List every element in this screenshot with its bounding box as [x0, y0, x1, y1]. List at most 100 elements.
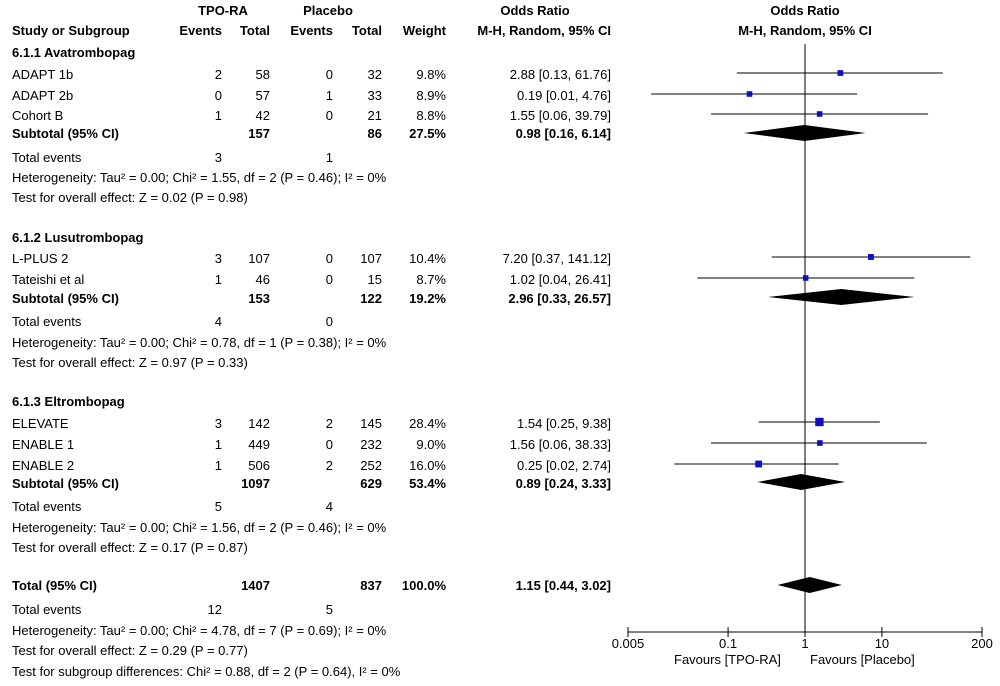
events1: 2: [214, 67, 222, 82]
total1: 46: [255, 272, 270, 287]
subtotal-label: Subtotal (95% CI): [12, 476, 119, 491]
odds-ratio-ci: 1.54 [0.25, 9.38]: [517, 416, 611, 431]
total1: 449: [248, 437, 270, 452]
total-total1: 1407: [241, 578, 270, 593]
subtotal-weight: 53.4%: [409, 476, 446, 491]
study-point-marker: [817, 440, 823, 446]
total2: 107: [360, 251, 382, 266]
heterogeneity-text: Heterogeneity: Tau² = 0.00; Chi² = 1.56,…: [12, 520, 387, 535]
x-tick-label: 0.1: [719, 636, 737, 651]
favours-left-label: Favours [TPO-RA]: [674, 652, 781, 667]
study-name: ADAPT 1b: [12, 67, 74, 82]
or-method-header: M-H, Random, 95% CI: [477, 23, 611, 38]
total-events2: 5: [325, 602, 333, 617]
events2: 0: [325, 437, 333, 452]
group2-header: Placebo: [303, 3, 353, 18]
subtotal-weight: 27.5%: [409, 126, 446, 141]
subtotal-total2: 122: [360, 291, 382, 306]
total-events1: 12: [207, 602, 222, 617]
study-point-marker: [868, 254, 874, 260]
events1-header: Events: [179, 23, 222, 38]
subgroup-title: 6.1.3 Eltrombopag: [12, 394, 125, 409]
heterogeneity-text: Heterogeneity: Tau² = 0.00; Chi² = 1.55,…: [12, 170, 387, 185]
study-name: ENABLE 2: [12, 458, 75, 473]
total-ci: 1.15 [0.44, 3.02]: [515, 578, 611, 593]
overall-effect-text: Test for overall effect: Z = 0.17 (P = 0…: [12, 540, 248, 555]
subtotal-ci: 0.98 [0.16, 6.14]: [515, 126, 611, 141]
total-events1: 5: [214, 499, 222, 514]
favours-right-label: Favours [Placebo]: [810, 652, 915, 667]
study-name: ADAPT 2b: [12, 88, 74, 103]
subgroup-title: 6.1.1 Avatrombopag: [12, 45, 136, 60]
events1: 3: [214, 416, 222, 431]
total2: 32: [367, 67, 382, 82]
x-tick-label: 0.005: [612, 636, 645, 651]
events1: 1: [214, 437, 222, 452]
odds-ratio-ci: 2.88 [0.13, 61.76]: [509, 67, 611, 82]
subtotal-label: Subtotal (95% CI): [12, 126, 119, 141]
total-events2: 0: [325, 314, 333, 329]
subtotal-diamond: [767, 289, 915, 305]
weight-header: Weight: [402, 23, 446, 38]
x-tick-label: 10: [875, 636, 889, 651]
odds-ratio-ci: 7.20 [0.37, 141.12]: [502, 251, 611, 266]
events1: 1: [214, 458, 222, 473]
total-weight: 100.0%: [401, 578, 446, 593]
weight: 8.7%: [416, 272, 446, 287]
odds-ratio-ci: 1.02 [0.04, 26.41]: [509, 272, 611, 287]
study-name: Tateishi et al: [12, 272, 85, 287]
weight: 10.4%: [409, 251, 446, 266]
overall-effect-text: Test for overall effect: Z = 0.97 (P = 0…: [12, 355, 248, 370]
events1: 0: [214, 88, 222, 103]
total2: 21: [367, 108, 382, 123]
total1-header: Total: [239, 23, 270, 38]
subtotal-total1: 153: [248, 291, 270, 306]
subgroup-differences-text: Test for subgroup differences: Chi² = 0.…: [12, 664, 401, 679]
total-events2: 4: [325, 499, 333, 514]
study-name: ENABLE 1: [12, 437, 75, 452]
study-point-marker: [815, 417, 824, 427]
total-events-label: Total events: [12, 150, 82, 165]
subtotal-total1: 157: [248, 126, 270, 141]
events2: 0: [325, 272, 333, 287]
total1: 506: [248, 458, 270, 473]
total-events2: 1: [325, 150, 333, 165]
total2: 252: [360, 458, 382, 473]
total-events-label: Total events: [12, 499, 82, 514]
subtotal-total2: 86: [367, 126, 382, 141]
total2-header: Total: [351, 23, 382, 38]
total1: 107: [248, 251, 270, 266]
weight: 28.4%: [409, 416, 446, 431]
study-point-marker: [816, 111, 823, 117]
heterogeneity-text: Heterogeneity: Tau² = 0.00; Chi² = 4.78,…: [12, 623, 387, 638]
odds-ratio-ci: 0.25 [0.02, 2.74]: [517, 458, 611, 473]
total-events-label: Total events: [12, 602, 82, 617]
total2: 33: [367, 88, 382, 103]
or-title-header: Odds Ratio: [500, 3, 570, 18]
x-tick-label: 200: [971, 636, 993, 651]
study-point-marker: [746, 91, 753, 97]
odds-ratio-ci: 1.55 [0.06, 39.79]: [509, 108, 611, 123]
group1-header: TPO-RA: [198, 3, 248, 18]
total2: 232: [360, 437, 382, 452]
total1: 57: [255, 88, 270, 103]
study-point-marker: [802, 275, 809, 281]
events2: 1: [325, 88, 333, 103]
total1: 42: [255, 108, 270, 123]
study-column-header: Study or Subgroup: [12, 23, 130, 38]
weight: 9.0%: [416, 437, 446, 452]
total-label: Total (95% CI): [12, 578, 97, 593]
total-events1: 4: [214, 314, 222, 329]
subtotal-total2: 629: [360, 476, 382, 491]
weight: 8.8%: [416, 108, 446, 123]
total2: 15: [367, 272, 382, 287]
x-tick-label: 1: [801, 636, 808, 651]
events2: 0: [325, 67, 333, 82]
total-events1: 3: [214, 150, 222, 165]
events2: 2: [325, 458, 333, 473]
weight: 8.9%: [416, 88, 446, 103]
events2: 0: [325, 251, 333, 266]
overall-effect-text: Test for overall effect: Z = 0.02 (P = 0…: [12, 190, 248, 205]
overall-diamond: [777, 577, 842, 593]
